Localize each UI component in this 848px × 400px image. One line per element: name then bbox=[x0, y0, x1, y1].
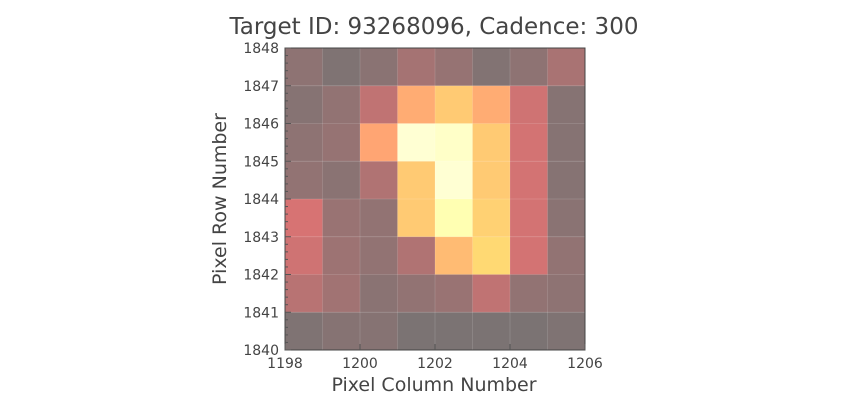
heatmap-cell bbox=[397, 236, 435, 275]
heatmap-cell bbox=[322, 199, 360, 237]
heatmap-cell bbox=[435, 236, 473, 275]
heatmap-cell bbox=[322, 85, 360, 124]
heatmap-cell bbox=[322, 48, 360, 86]
heatmap-cell bbox=[360, 312, 398, 350]
y-tick-label: 1843 bbox=[243, 230, 279, 246]
heatmap-cell bbox=[397, 274, 435, 313]
axis-ticks bbox=[284, 47, 586, 351]
heatmap-cell bbox=[285, 236, 323, 275]
heatmap-cell bbox=[397, 161, 435, 199]
heatmap-cell bbox=[472, 274, 510, 313]
x-axis-label: Pixel Column Number bbox=[331, 374, 536, 396]
heatmap-cell bbox=[472, 85, 510, 124]
y-tick-labels: 1840 1841 1842 1843 1844 1845 1846 1847 1848 bbox=[243, 41, 279, 359]
x-tick-labels: 1198 1200 1202 1204 1206 bbox=[267, 356, 603, 372]
heatmap-cell bbox=[360, 123, 398, 162]
heatmap-cell bbox=[397, 123, 435, 162]
heatmap-cell bbox=[472, 123, 510, 162]
heatmap-cell bbox=[397, 199, 435, 237]
heatmap-cell bbox=[285, 161, 323, 199]
heatmap-cell bbox=[547, 85, 585, 124]
x-tick-label: 1204 bbox=[492, 356, 528, 372]
heatmap-cell bbox=[547, 48, 585, 86]
heatmap-cell bbox=[547, 236, 585, 275]
heatmap-cell bbox=[397, 48, 435, 86]
heatmap-cell bbox=[472, 236, 510, 275]
heatmap-cell bbox=[360, 48, 398, 86]
heatmap-cell bbox=[510, 199, 548, 237]
heatmap-gridlines bbox=[284, 47, 586, 351]
heatmap-cell bbox=[547, 123, 585, 162]
chart-title: Target ID: 93268096, Cadence: 300 bbox=[229, 14, 639, 40]
heatmap-cell bbox=[322, 236, 360, 275]
heatmap-cell bbox=[285, 312, 323, 350]
heatmap-cell bbox=[547, 312, 585, 350]
heatmap-cell bbox=[435, 85, 473, 124]
heatmap-cell bbox=[435, 199, 473, 237]
heatmap-cell bbox=[547, 274, 585, 313]
heatmap-cell bbox=[472, 48, 510, 86]
y-tick-label: 1845 bbox=[243, 154, 279, 170]
heatmap-cell bbox=[472, 312, 510, 350]
y-tick-label: 1841 bbox=[243, 305, 279, 321]
heatmap-cell bbox=[435, 312, 473, 350]
heatmap-cell bbox=[547, 199, 585, 237]
y-tick-label: 1842 bbox=[243, 268, 279, 284]
heatmap-cell bbox=[510, 123, 548, 162]
heatmap-cell bbox=[360, 85, 398, 124]
y-axis-label: Pixel Row Number bbox=[209, 113, 231, 285]
heatmap-cell bbox=[397, 312, 435, 350]
heatmap-cell bbox=[547, 161, 585, 199]
x-tick-label: 1200 bbox=[342, 356, 378, 372]
heatmap-cell bbox=[435, 48, 473, 86]
y-tick-label: 1844 bbox=[243, 192, 279, 208]
heatmap-cell bbox=[472, 199, 510, 237]
heatmap-cell bbox=[285, 85, 323, 124]
heatmap-cell bbox=[510, 236, 548, 275]
heatmap-cell bbox=[510, 161, 548, 199]
y-tick-label: 1848 bbox=[243, 41, 279, 57]
heatmap-cell bbox=[285, 123, 323, 162]
heatmap-cell bbox=[435, 123, 473, 162]
heatmap-cells bbox=[285, 48, 585, 350]
heatmap-cell bbox=[322, 161, 360, 199]
heatmap-cell bbox=[322, 123, 360, 162]
heatmap-cell bbox=[510, 274, 548, 313]
heatmap-cell bbox=[510, 312, 548, 350]
heatmap-cell bbox=[510, 85, 548, 124]
heatmap-cell bbox=[435, 161, 473, 199]
heatmap-cell bbox=[322, 274, 360, 313]
heatmap-cell bbox=[360, 161, 398, 199]
heatmap-cell bbox=[510, 48, 548, 86]
heatmap-cell bbox=[285, 199, 323, 237]
heatmap-cell bbox=[360, 236, 398, 275]
heatmap-cell bbox=[360, 199, 398, 237]
x-tick-label: 1202 bbox=[417, 356, 453, 372]
x-tick-label: 1206 bbox=[567, 356, 603, 372]
y-tick-label: 1847 bbox=[243, 79, 279, 95]
heatmap-cell bbox=[472, 161, 510, 199]
heatmap-cell bbox=[435, 274, 473, 313]
x-tick-label: 1198 bbox=[267, 356, 303, 372]
heatmap-cell bbox=[285, 48, 323, 86]
heatmap-cell bbox=[322, 312, 360, 350]
heatmap-cell bbox=[397, 85, 435, 124]
heatmap-cell bbox=[360, 274, 398, 313]
heatmap-cell bbox=[285, 274, 323, 313]
y-tick-label: 1840 bbox=[243, 343, 279, 359]
y-tick-label: 1846 bbox=[243, 117, 279, 133]
